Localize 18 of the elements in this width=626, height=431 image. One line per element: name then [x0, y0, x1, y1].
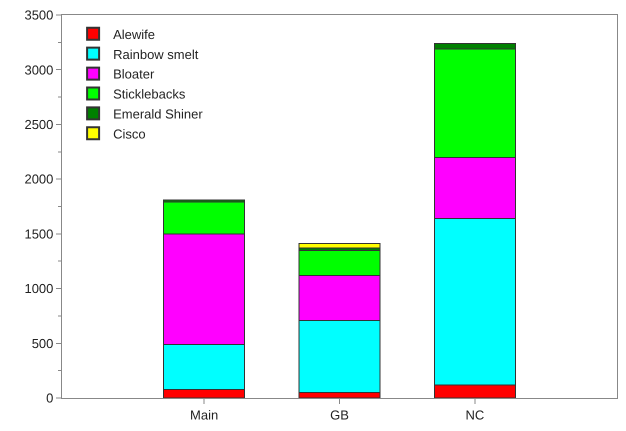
y-tick-label: 500	[32, 336, 54, 351]
legend-label: Emerald Shiner	[113, 106, 204, 122]
legend-label: Alewife	[113, 26, 156, 42]
legend-label: Rainbow smelt	[113, 46, 199, 62]
y-tick-label: 1000	[24, 281, 54, 296]
x-tick-label: Main	[190, 408, 218, 423]
legend-label: Cisco	[113, 126, 146, 142]
x-tick-label: NC	[465, 408, 484, 423]
y-tick-label: 2000	[24, 172, 54, 187]
y-tick-label: 3500	[24, 8, 54, 23]
y-tick-label: 1500	[24, 226, 54, 242]
y-tick-label: 3000	[24, 62, 54, 78]
bar	[298, 243, 381, 249]
legend-label: Bloater	[113, 66, 155, 82]
y-tick-label: 2500	[24, 116, 54, 132]
y-tick-label: 0	[46, 390, 54, 406]
legend-label: Sticklebacks	[113, 86, 186, 102]
x-tick-label: GB	[330, 408, 349, 423]
